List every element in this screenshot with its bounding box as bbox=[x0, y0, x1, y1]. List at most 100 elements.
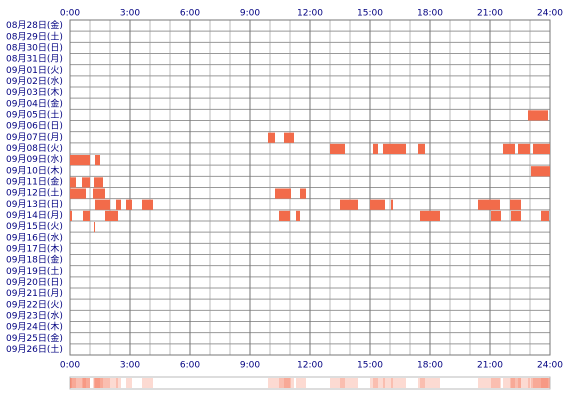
density-segment bbox=[93, 378, 105, 388]
density-segment bbox=[70, 378, 72, 388]
activity-segment bbox=[511, 210, 521, 221]
density-segment bbox=[70, 378, 90, 388]
activity-segment bbox=[94, 222, 95, 233]
x-tick-label: 24:00 bbox=[537, 9, 563, 19]
density-segment bbox=[279, 378, 290, 388]
activity-segment bbox=[70, 155, 90, 166]
x-tick-label-bottom: 3:00 bbox=[120, 361, 140, 371]
density-strip bbox=[69, 376, 551, 390]
x-tick-label: 3:00 bbox=[120, 9, 140, 19]
density-segment bbox=[541, 378, 549, 388]
density-segment bbox=[296, 378, 300, 388]
activity-segment bbox=[491, 210, 501, 221]
activity-segment bbox=[503, 143, 515, 154]
row-label: 09月06日(日) bbox=[6, 121, 63, 132]
density-segment bbox=[531, 378, 550, 388]
density-segment bbox=[518, 378, 530, 388]
activity-segment bbox=[418, 143, 425, 154]
activity-segment bbox=[82, 177, 90, 188]
x-tick-label-bottom: 6:00 bbox=[180, 361, 200, 371]
density-segment bbox=[300, 378, 306, 388]
density-segment bbox=[82, 378, 90, 388]
activity-segment bbox=[94, 177, 103, 188]
density-segment bbox=[275, 378, 291, 388]
row-label: 09月19日(土) bbox=[6, 265, 63, 277]
activity-segment bbox=[116, 199, 121, 210]
density-segment bbox=[94, 378, 103, 388]
density-segment bbox=[126, 378, 132, 388]
density-segment bbox=[370, 378, 385, 388]
row-label: 09月09日(水) bbox=[6, 153, 63, 165]
row-label: 08月28日(金) bbox=[6, 19, 63, 31]
row-label: 09月10日(木) bbox=[6, 164, 63, 176]
density-segment bbox=[284, 378, 294, 388]
row-label: 09月17日(木) bbox=[6, 242, 63, 254]
x-tick-label-bottom: 24:00 bbox=[537, 361, 563, 371]
density-segment bbox=[83, 378, 90, 388]
activity-segment bbox=[70, 188, 86, 199]
x-tick-label-bottom: 15:00 bbox=[357, 361, 383, 371]
activity-segment bbox=[275, 188, 291, 199]
x-tick-label: 0:00 bbox=[60, 9, 80, 19]
x-tick-label: 15:00 bbox=[357, 9, 383, 19]
density-segment bbox=[511, 378, 521, 388]
x-tick-label-bottom: 18:00 bbox=[417, 361, 443, 371]
row-label: 09月18日(金) bbox=[6, 254, 63, 266]
row-label: 08月30日(日) bbox=[6, 42, 63, 53]
density-segment bbox=[142, 378, 153, 388]
row-label: 09月12日(土) bbox=[6, 187, 63, 199]
x-tick-label: 12:00 bbox=[297, 9, 323, 19]
row-label: 09月05日(土) bbox=[6, 108, 63, 120]
row-label: 09月03日(木) bbox=[6, 86, 63, 98]
x-tick-label-bottom: 0:00 bbox=[60, 361, 80, 371]
row-label: 09月15日(火) bbox=[6, 221, 63, 232]
density-segment bbox=[420, 378, 440, 388]
x-tick-label-bottom: 12:00 bbox=[297, 361, 323, 371]
row-label: 09月23日(水) bbox=[6, 309, 63, 321]
row-label: 09月20日(日) bbox=[6, 277, 63, 288]
density-segment bbox=[528, 378, 548, 388]
row-label: 09月24日(木) bbox=[6, 321, 63, 333]
activity-segment bbox=[142, 199, 153, 210]
row-label: 09月25日(金) bbox=[6, 332, 63, 344]
density-segment bbox=[503, 378, 515, 388]
x-tick-label: 9:00 bbox=[240, 9, 260, 19]
activity-segment bbox=[383, 143, 406, 154]
activity-segment bbox=[126, 199, 132, 210]
row-label: 09月16日(水) bbox=[6, 231, 63, 243]
row-label: 08月29日(土) bbox=[6, 30, 63, 42]
row-label: 09月21日(月) bbox=[6, 288, 63, 299]
x-tick-label: 21:00 bbox=[477, 9, 503, 19]
activity-segment bbox=[296, 210, 300, 221]
row-label: 09月07日(月) bbox=[6, 132, 63, 143]
activity-segment bbox=[533, 143, 550, 154]
row-label: 09月14日(月) bbox=[6, 210, 63, 221]
row-label: 08月31日(月) bbox=[6, 54, 63, 65]
row-label: 09月01日(火) bbox=[6, 65, 63, 76]
x-tick-label-bottom: 21:00 bbox=[477, 361, 503, 371]
activity-segment bbox=[330, 143, 345, 154]
activity-segment bbox=[93, 188, 105, 199]
x-tick-label: 6:00 bbox=[180, 9, 200, 19]
activity-segment bbox=[284, 132, 294, 143]
density-segment bbox=[105, 378, 118, 388]
row-label: 09月04日(金) bbox=[6, 97, 63, 109]
density-segment bbox=[116, 378, 121, 388]
density-segment bbox=[418, 378, 425, 388]
density-segment bbox=[478, 378, 500, 388]
activity-segment bbox=[83, 210, 90, 221]
row-label: 09月08日(火) bbox=[6, 143, 63, 154]
activity-segment bbox=[370, 199, 385, 210]
activity-segment bbox=[70, 177, 76, 188]
activity-segment bbox=[420, 210, 440, 221]
density-segment bbox=[330, 378, 345, 388]
activity-segment bbox=[541, 210, 549, 221]
density-segment bbox=[533, 378, 550, 388]
activity-segment bbox=[528, 110, 548, 121]
activity-segment bbox=[279, 210, 290, 221]
activity-segment bbox=[300, 188, 306, 199]
activity-segment bbox=[391, 199, 393, 210]
row-label: 09月13日(日) bbox=[6, 199, 63, 210]
